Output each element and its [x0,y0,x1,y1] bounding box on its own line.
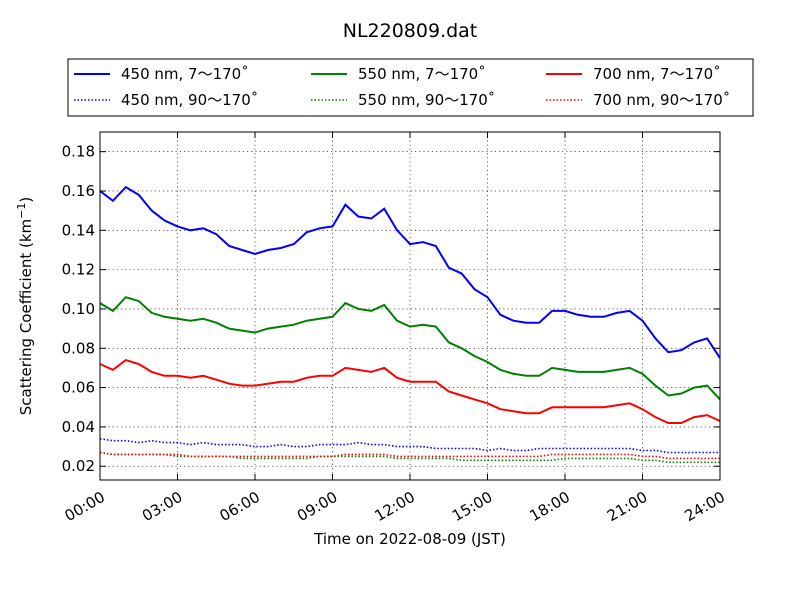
y-axis-label: Scattering Coefficient (km−1) [15,197,35,416]
legend-label-0: 450 nm, 7～170˚ [121,65,249,83]
series-line-3 [99,451,720,464]
legend-label-5: 700 nm, 90～170˚ [593,91,730,109]
y-tick-label: 0.02 [62,457,95,475]
x-tick-label: 06:00 [217,488,263,525]
legend-box [67,58,754,117]
y-tick-label: 0.06 [62,379,95,397]
legend-label-3: 550 nm, 90～170˚ [358,91,495,109]
y-tick-label: 0.12 [62,261,95,279]
plot-frame [99,131,721,481]
y-tick-label: 0.14 [62,221,95,239]
legend: 450 nm, 7～170˚ 450 nm, 90～170˚ 550 nm, 7～1… [67,58,754,117]
series-layer [99,185,721,464]
y-axis-label-superscript: −1 [15,203,28,219]
x-axis-label: Time on 2022-08-09 (JST) [313,530,506,548]
y-tick-label: 0.16 [62,182,95,200]
legend-label-4: 700 nm, 7～170˚ [593,65,721,83]
x-tick-label: 15:00 [449,488,495,525]
x-tick-label: 21:00 [604,488,650,525]
y-axis-label-close: ) [17,197,35,203]
y-tick-label: 0.10 [62,300,95,318]
y-tick-label: 0.04 [62,418,95,436]
y-tick-label: 0.18 [62,143,95,161]
legend-label-1: 450 nm, 90～170˚ [121,91,258,109]
x-tick-label: 09:00 [294,488,340,525]
series-line-0 [99,185,721,359]
y-tick-label: 0.08 [62,339,95,357]
series-line-2 [99,296,721,401]
x-tick-label: 24:00 [682,488,728,525]
x-tick-label: 03:00 [139,488,185,525]
series-line-1 [99,437,720,454]
grid [100,132,720,480]
x-tick-label: 12:00 [372,488,418,525]
x-tick-label: 00:00 [62,488,108,525]
x-tick-label: 18:00 [527,488,573,525]
legend-label-2: 550 nm, 7～170˚ [358,65,486,83]
y-axis-label-main: Scattering Coefficient (km [17,219,35,415]
chart-title: NL220809.dat [343,20,478,42]
series-line-4 [99,358,721,424]
